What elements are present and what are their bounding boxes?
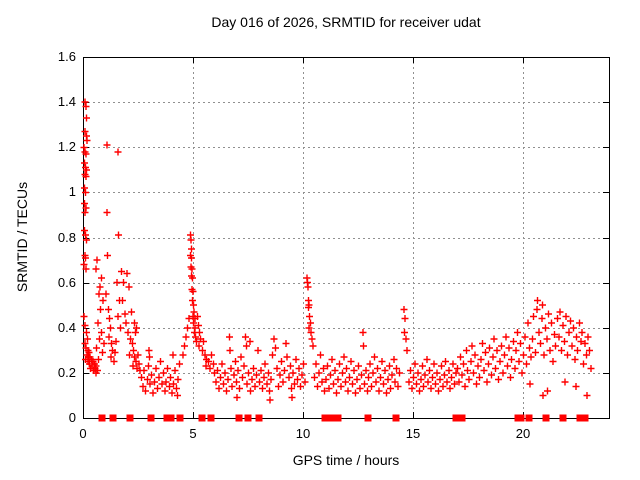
y-tick-label: 0.6 (57, 275, 76, 290)
zero-flag-square (525, 414, 533, 422)
y-tick-label: 1 (68, 184, 76, 199)
x-tick-label: 10 (295, 426, 311, 441)
zero-flag-square (559, 414, 567, 422)
zero-flag-square (176, 414, 184, 422)
zero-flag-square (452, 414, 460, 422)
zero-flag-square (98, 414, 106, 422)
zero-flag-square (576, 414, 584, 422)
x-tick-label: 0 (79, 426, 87, 441)
x-axis-label: GPS time / hours (292, 452, 400, 468)
y-tick-label: 0.8 (57, 230, 76, 245)
zero-flag-square (126, 414, 134, 422)
x-tick-label: 20 (515, 426, 531, 441)
zero-flag-square (517, 414, 525, 422)
y-tick-label: 1.2 (57, 139, 76, 154)
y-tick-label: 0.4 (57, 320, 76, 335)
zero-flag-square (235, 414, 243, 422)
zero-flag-square (321, 414, 329, 422)
zero-flag-squares (98, 414, 589, 422)
chart-title: Day 016 of 2026, SRMTID for receiver uda… (211, 14, 481, 30)
zero-flag-square (167, 414, 175, 422)
zero-flag-square (334, 414, 342, 422)
tick-marks (83, 57, 609, 419)
zero-flag-square (198, 414, 206, 422)
y-tick-label: 0.2 (57, 365, 76, 380)
zero-flag-square (147, 414, 155, 422)
zero-flag-square (581, 414, 589, 422)
zero-flag-square (392, 414, 400, 422)
y-tick-label: 1.6 (57, 49, 76, 64)
plot-border (83, 57, 610, 419)
zero-flag-square (364, 414, 372, 422)
zero-flag-square (207, 414, 215, 422)
zero-flag-square (542, 414, 550, 422)
y-tick-label: 1.4 (57, 94, 76, 109)
x-tick-label: 5 (189, 426, 197, 441)
zero-flag-square (109, 414, 117, 422)
scatter-points (80, 98, 595, 404)
zero-flag-square (244, 414, 252, 422)
zero-flag-square (255, 414, 263, 422)
grid-lines (83, 57, 609, 419)
zero-flag-square (458, 414, 466, 422)
x-tick-label: 15 (405, 426, 421, 441)
zero-flag-square (328, 414, 336, 422)
zero-flag-square (163, 414, 171, 422)
y-tick-label: 0 (68, 410, 76, 425)
